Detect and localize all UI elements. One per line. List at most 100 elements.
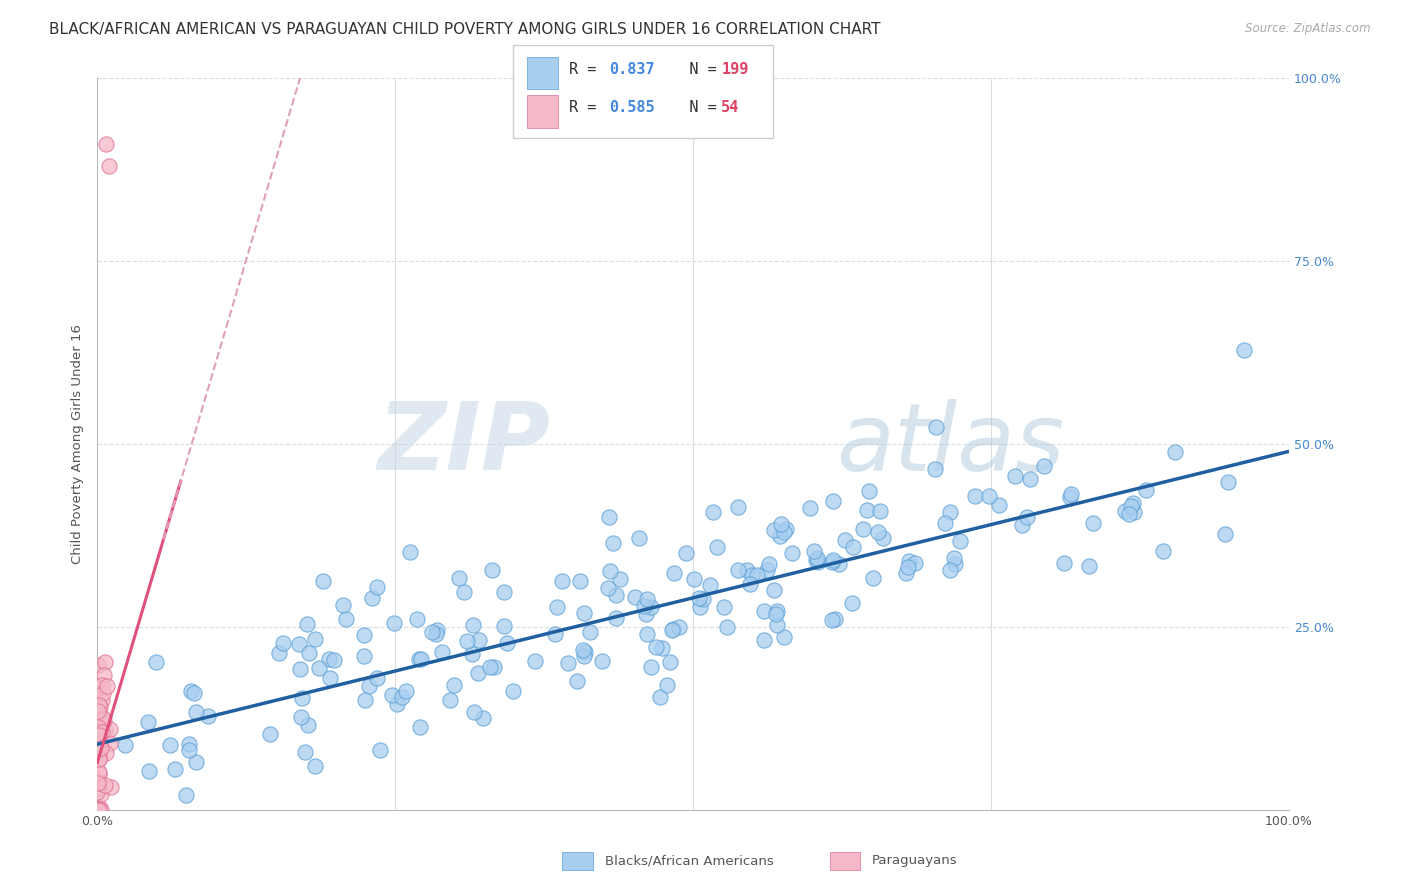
Point bbox=[456, 633, 478, 648]
Point bbox=[772, 631, 794, 645]
Point bbox=[91, 724, 114, 739]
Point bbox=[87, 681, 110, 695]
Point bbox=[318, 652, 340, 666]
Text: R =: R = bbox=[569, 62, 606, 77]
Point bbox=[769, 516, 792, 531]
Point bbox=[98, 736, 121, 750]
Point bbox=[868, 525, 890, 540]
Point bbox=[87, 803, 110, 817]
Point bbox=[304, 632, 326, 647]
Text: Blacks/African Americans: Blacks/African Americans bbox=[605, 855, 773, 867]
Point bbox=[605, 611, 627, 625]
Point bbox=[87, 658, 110, 673]
Point bbox=[408, 720, 430, 734]
Point bbox=[288, 662, 311, 676]
Point bbox=[943, 551, 966, 566]
Point bbox=[478, 660, 501, 674]
Point bbox=[644, 640, 666, 655]
Point bbox=[269, 647, 291, 661]
Point bbox=[468, 633, 491, 648]
Text: BLACK/AFRICAN AMERICAN VS PARAGUAYAN CHILD POVERTY AMONG GIRLS UNDER 16 CORRELAT: BLACK/AFRICAN AMERICAN VS PARAGUAYAN CHI… bbox=[49, 22, 880, 37]
Point bbox=[858, 483, 880, 498]
Point bbox=[186, 705, 208, 719]
Text: N =: N = bbox=[662, 100, 725, 115]
Point bbox=[765, 607, 787, 621]
Point bbox=[89, 728, 111, 742]
Point bbox=[496, 636, 519, 650]
Point bbox=[987, 498, 1010, 512]
Point bbox=[862, 571, 884, 585]
Point bbox=[662, 566, 685, 580]
Point bbox=[482, 660, 505, 674]
Point bbox=[657, 678, 679, 692]
Point bbox=[598, 510, 620, 524]
Point bbox=[640, 660, 662, 674]
Point bbox=[177, 742, 200, 756]
Text: 0.585: 0.585 bbox=[609, 100, 654, 115]
Point bbox=[100, 780, 122, 794]
Point bbox=[426, 623, 449, 637]
Point bbox=[716, 620, 738, 634]
Point bbox=[557, 656, 579, 670]
Point bbox=[602, 536, 624, 550]
Point bbox=[87, 774, 110, 789]
Point bbox=[461, 647, 484, 661]
Point bbox=[87, 737, 110, 751]
Point bbox=[91, 693, 114, 707]
Point bbox=[359, 679, 381, 693]
Point bbox=[741, 568, 763, 582]
Point bbox=[87, 781, 110, 796]
Point bbox=[894, 566, 917, 580]
Text: N =: N = bbox=[662, 62, 725, 77]
Point bbox=[89, 801, 111, 815]
Point bbox=[94, 747, 117, 761]
Point bbox=[197, 709, 219, 723]
Point bbox=[86, 803, 108, 817]
Point bbox=[640, 599, 662, 614]
Point bbox=[924, 462, 946, 476]
Point bbox=[492, 619, 515, 633]
Point bbox=[591, 654, 613, 668]
Point bbox=[768, 529, 790, 543]
Point bbox=[806, 551, 828, 566]
Point bbox=[523, 654, 546, 668]
Point bbox=[675, 546, 697, 560]
Point bbox=[89, 764, 111, 779]
Point bbox=[821, 494, 844, 508]
Point bbox=[93, 711, 115, 725]
Point bbox=[567, 674, 589, 689]
Point bbox=[395, 684, 418, 698]
Point bbox=[398, 545, 420, 559]
Point bbox=[297, 717, 319, 731]
Point bbox=[463, 618, 485, 632]
Point bbox=[353, 628, 375, 642]
Point bbox=[551, 574, 574, 589]
Point bbox=[89, 751, 111, 765]
Point bbox=[323, 653, 346, 667]
Point bbox=[727, 500, 749, 515]
Y-axis label: Child Poverty Among Girls Under 16: Child Poverty Among Girls Under 16 bbox=[72, 324, 84, 564]
Point bbox=[727, 563, 749, 577]
Point bbox=[87, 743, 110, 757]
Point bbox=[165, 762, 187, 776]
Point bbox=[87, 720, 110, 734]
Point bbox=[366, 671, 388, 685]
Point bbox=[766, 604, 789, 618]
Point bbox=[1213, 526, 1236, 541]
Point bbox=[636, 592, 658, 607]
Point bbox=[184, 755, 207, 769]
Point bbox=[869, 503, 891, 517]
Point bbox=[89, 735, 111, 749]
Point bbox=[821, 556, 844, 570]
Point bbox=[1004, 469, 1026, 483]
Point bbox=[408, 651, 430, 665]
Point bbox=[145, 655, 167, 669]
Point bbox=[1059, 487, 1081, 501]
Point bbox=[756, 563, 779, 577]
Point bbox=[361, 591, 384, 605]
Point bbox=[780, 546, 803, 560]
Point bbox=[411, 652, 433, 666]
Point bbox=[90, 723, 112, 738]
Text: ZIP: ZIP bbox=[377, 398, 550, 490]
Point bbox=[368, 742, 391, 756]
